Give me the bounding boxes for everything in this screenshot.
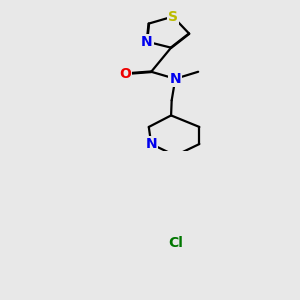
Text: O: O: [119, 67, 130, 81]
Text: N: N: [141, 35, 153, 49]
Text: S: S: [168, 10, 178, 24]
Text: N: N: [169, 72, 181, 86]
Text: N: N: [146, 137, 157, 151]
Text: Cl: Cl: [169, 236, 183, 250]
